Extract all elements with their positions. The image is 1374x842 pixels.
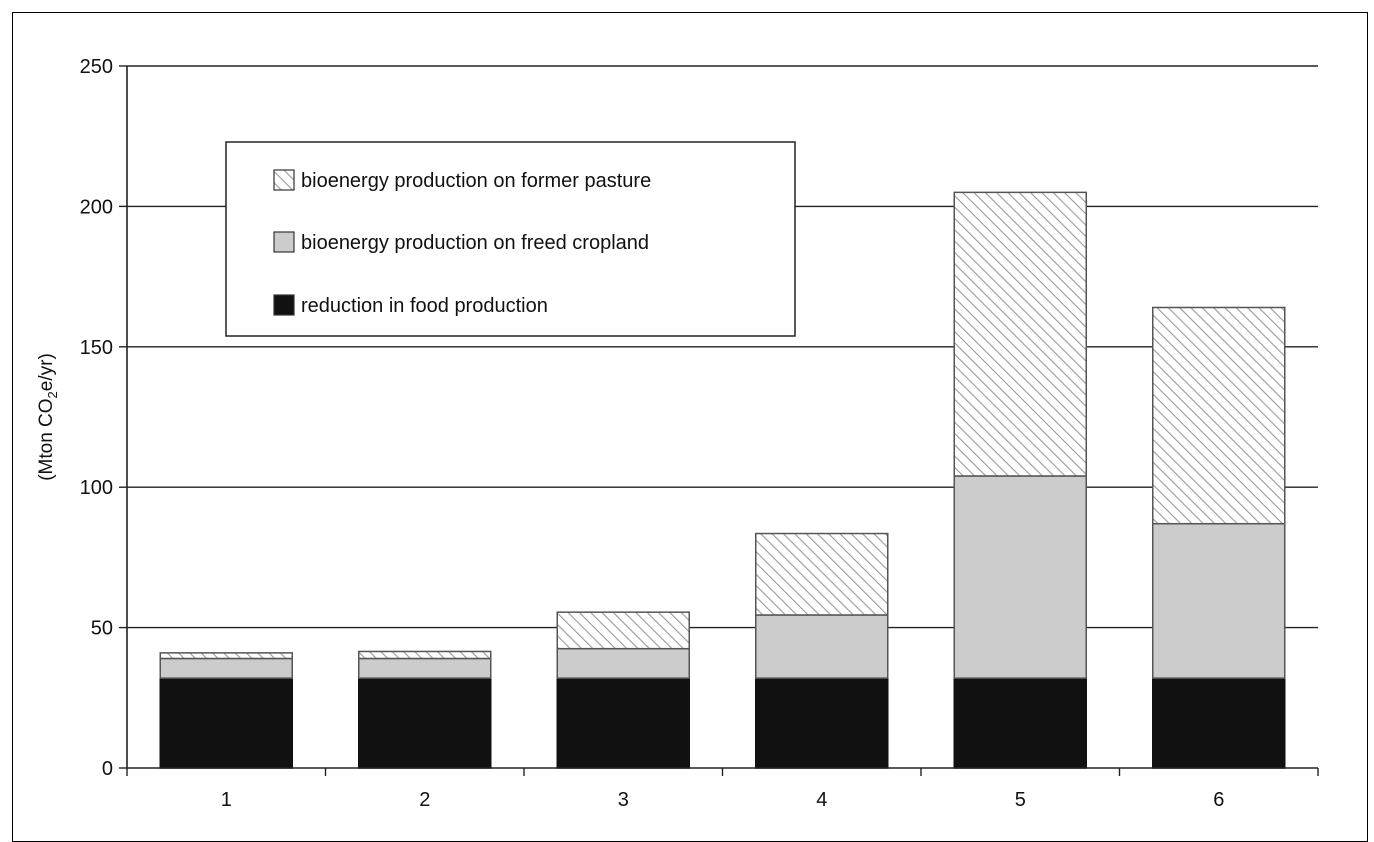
- legend: bioenergy production on former pasture bi…: [225, 141, 796, 337]
- legend-label: bioenergy production on former pasture: [301, 170, 651, 192]
- legend-swatch: [273, 169, 295, 191]
- axes: 0 50 100 150 200 250 1 2 3 4 5 6: [80, 56, 1319, 811]
- bar-segment: [556, 647, 690, 679]
- y-axis-title-text: (Mton CO2e/yr): [36, 353, 60, 481]
- bars: [159, 191, 1286, 769]
- x-tick-label: 6: [1213, 789, 1224, 811]
- bar-segment: [953, 475, 1087, 679]
- bar-segment: [159, 657, 293, 679]
- bar-segment: [358, 677, 492, 769]
- x-tick-label: 4: [816, 789, 827, 811]
- y-tick-label: 100: [80, 477, 113, 499]
- x-tick-label: 2: [419, 789, 430, 811]
- legend-swatch: [273, 231, 295, 253]
- bar-segment: [159, 677, 293, 769]
- bar-segment: [358, 657, 492, 679]
- y-tick-label: 50: [91, 618, 113, 640]
- y-tick-label: 250: [80, 56, 113, 78]
- bar-segment: [1152, 677, 1286, 769]
- bar-segment: [556, 611, 690, 650]
- y-tick-label: 0: [102, 758, 113, 780]
- bar-segment: [358, 650, 492, 660]
- y-tick-label: 200: [80, 196, 113, 218]
- bar-segment: [953, 191, 1087, 477]
- bar-segment: [1152, 522, 1286, 679]
- x-tick-label: 3: [618, 789, 629, 811]
- bar-segment: [556, 677, 690, 769]
- legend-swatch: [273, 294, 295, 316]
- legend-label: bioenergy production on freed cropland: [301, 232, 649, 254]
- y-axis-title: (Mton CO2e/yr): [36, 353, 60, 481]
- x-tick-label: 1: [221, 789, 232, 811]
- y-tick-label: 150: [80, 337, 113, 359]
- bar-segment: [953, 677, 1087, 769]
- bar-segment: [755, 532, 889, 616]
- bar-segment: [1152, 306, 1286, 525]
- legend-box: [225, 141, 796, 337]
- x-tick-label: 5: [1015, 789, 1026, 811]
- bar-segment: [755, 677, 889, 769]
- bar-segment: [159, 652, 293, 660]
- legend-label: reduction in food production: [301, 295, 548, 317]
- bar-segment: [755, 614, 889, 679]
